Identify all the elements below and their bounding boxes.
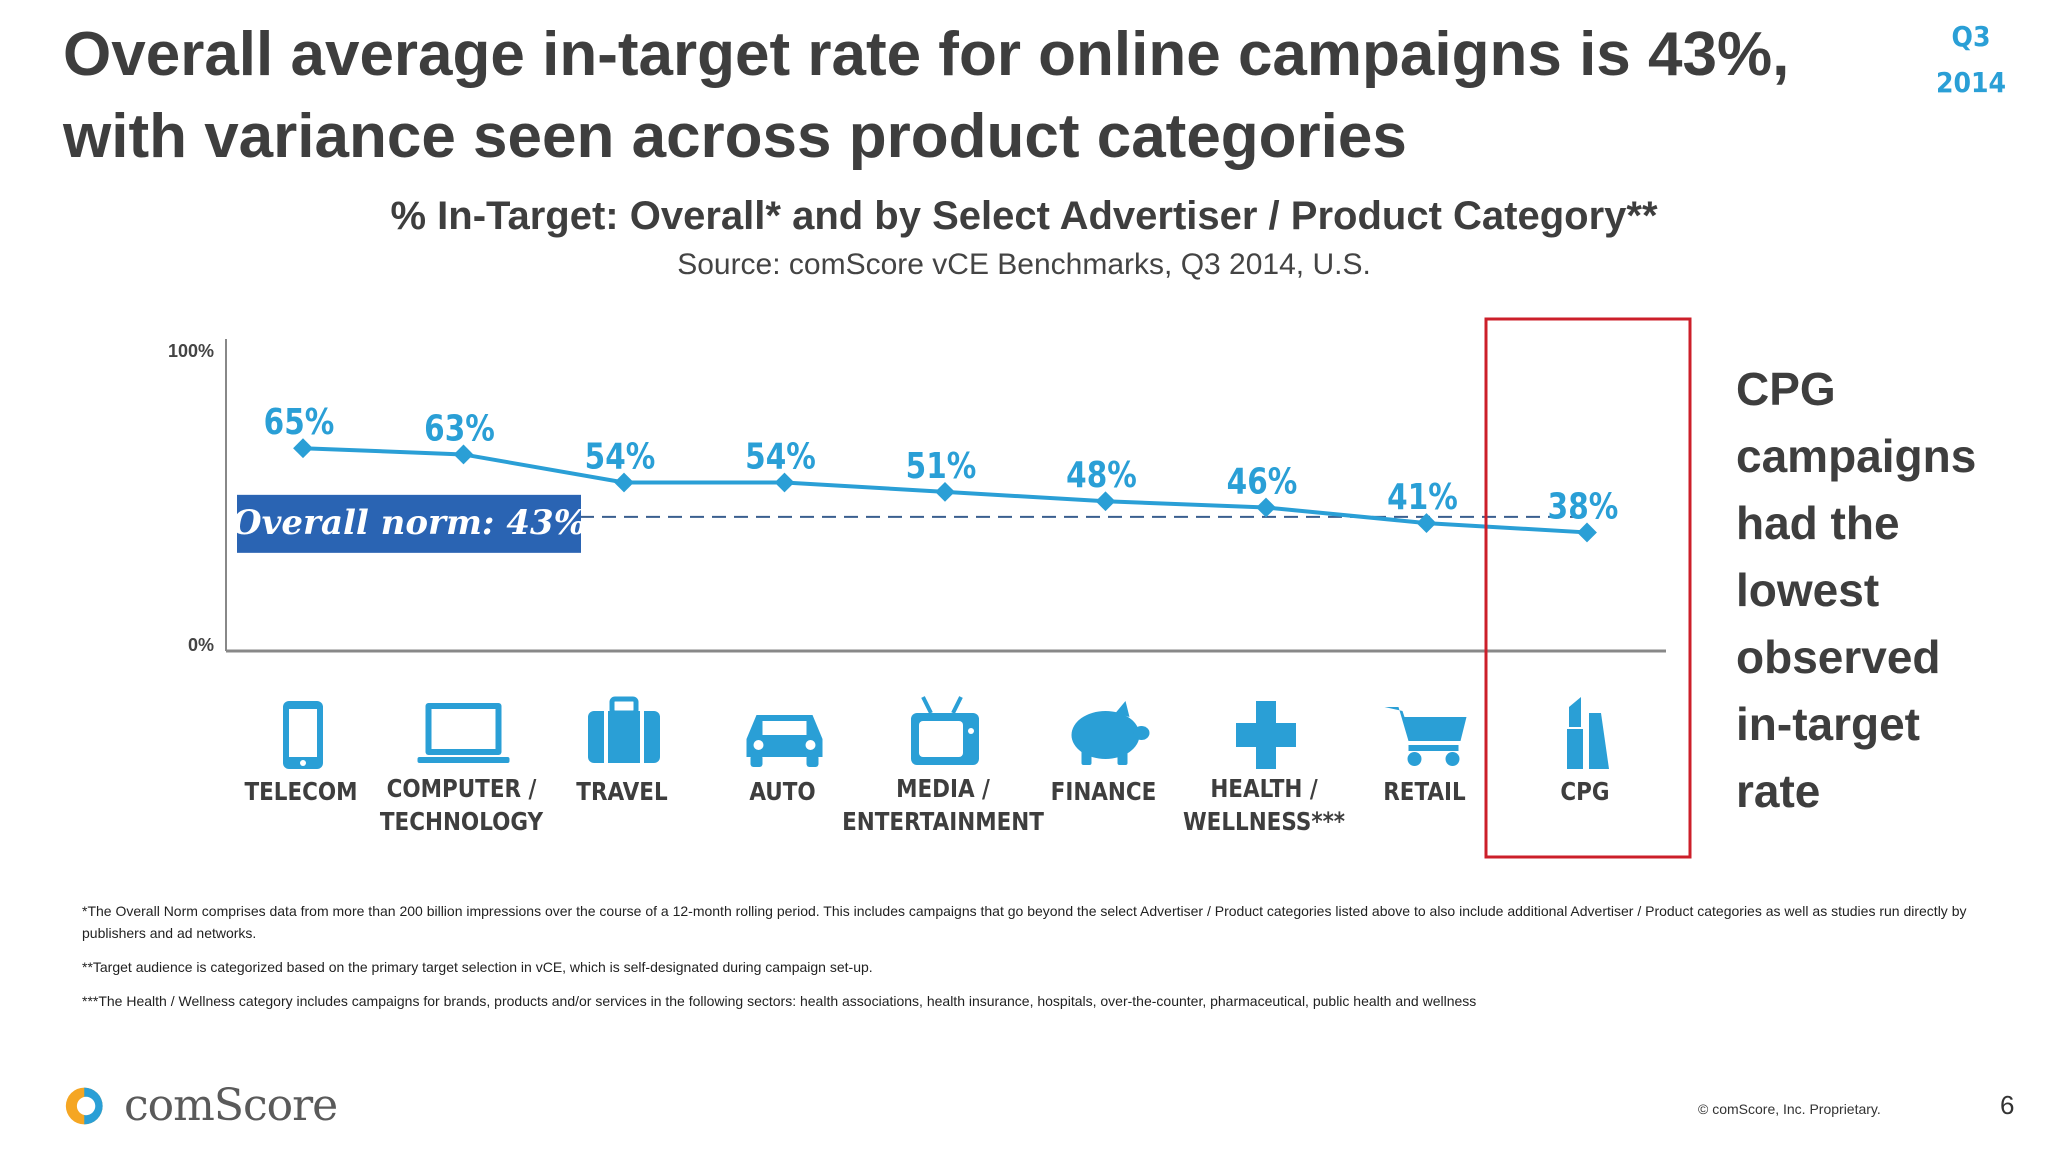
category-label: WELLNESS*** (1183, 807, 1345, 836)
y-tick-label: 0% (188, 635, 214, 655)
value-label: 54% (585, 435, 656, 478)
category-label: TRAVEL (576, 777, 667, 806)
page-headline: Overall average in-target rate for onlin… (63, 14, 1943, 178)
side-note-line: lowest (1736, 564, 1880, 616)
side-note-line: CPG (1736, 363, 1836, 415)
category-label: TELECOM (244, 777, 357, 806)
chart-title: % In-Target: Overall* and by Select Adve… (390, 194, 1658, 238)
category-label: TECHNOLOGY (380, 807, 544, 836)
laptop-icon (417, 703, 510, 763)
piggy-bank-icon (1071, 701, 1150, 765)
side-note-line: in-target (1736, 698, 1920, 750)
chart-source: Source: comScore vCE Benchmarks, Q3 2014… (677, 248, 1371, 281)
side-note-line: observed (1736, 631, 1941, 683)
data-point (1416, 513, 1437, 533)
value-label: 41% (1387, 475, 1458, 518)
footnote-3: ***The Health / Wellness category includ… (82, 993, 1477, 1009)
data-point (935, 481, 955, 502)
category-label: HEALTH / (1210, 774, 1318, 803)
logo-text: comScore (124, 1080, 338, 1131)
category-label: CPG (1560, 777, 1609, 806)
line-chart: 100% 0% Overall norm: 43% 65% 63% 54% 54% 51% 48… (168, 317, 1692, 859)
data-point (1577, 522, 1597, 543)
medical-cross-icon (1236, 701, 1296, 769)
lipstick-icon (1567, 697, 1609, 769)
footnotes: *The Overall Norm comprises data from mo… (82, 900, 1982, 1024)
data-point (1095, 491, 1116, 512)
car-icon (746, 715, 823, 767)
side-note-line: campaigns (1736, 430, 1977, 482)
data-point (293, 438, 313, 459)
quarter-badge: Q3 2014 (1926, 14, 2016, 106)
category-label: ENTERTAINMENT (842, 807, 1044, 836)
suitcase-icon (588, 696, 660, 763)
category-label: COMPUTER / (387, 774, 537, 803)
value-label: 38% (1548, 485, 1619, 528)
y-tick-label: 100% (168, 341, 214, 361)
category-label: FINANCE (1051, 777, 1157, 806)
side-note-line: rate (1736, 765, 1821, 817)
data-point (774, 472, 795, 493)
year-label: 2014 (1935, 66, 2007, 99)
value-label: 65% (264, 400, 335, 443)
value-label: 48% (1066, 453, 1137, 496)
copyright: © comScore, Inc. Proprietary. (1698, 1101, 1881, 1117)
side-note: CPG campaigns had the lowest observed in-targ… (1736, 356, 2036, 825)
value-label: 51% (906, 444, 977, 487)
norm-label-box (237, 494, 581, 553)
cpg-highlight-box (1484, 317, 1692, 859)
norm-label: Overall norm: 43% (232, 503, 586, 543)
quarter-label: Q3 (1951, 20, 1991, 53)
category-label: RETAIL (1383, 777, 1466, 806)
data-point (453, 444, 474, 465)
footnote-1: *The Overall Norm comprises data from mo… (82, 903, 1967, 941)
category-label: MEDIA / (896, 774, 990, 803)
page-number: 6 (2000, 1090, 2015, 1120)
headline-line-2: with variance seen across product catego… (63, 102, 1407, 171)
footnote-2: **Target audience is categorized based o… (82, 959, 873, 975)
category-label: AUTO (749, 777, 815, 806)
value-label: 46% (1227, 460, 1298, 503)
value-label: 63% (424, 407, 495, 450)
smartphone-icon (283, 701, 323, 769)
shopping-cart-icon (1384, 707, 1467, 766)
data-point (1256, 497, 1276, 518)
side-note-line: had the (1736, 497, 1900, 549)
data-point (614, 472, 634, 493)
value-label: 54% (745, 435, 816, 478)
headline-line-1: Overall average in-target rate for onlin… (63, 20, 1790, 89)
tv-icon (911, 696, 979, 765)
comscore-logo-icon (65, 1087, 103, 1125)
